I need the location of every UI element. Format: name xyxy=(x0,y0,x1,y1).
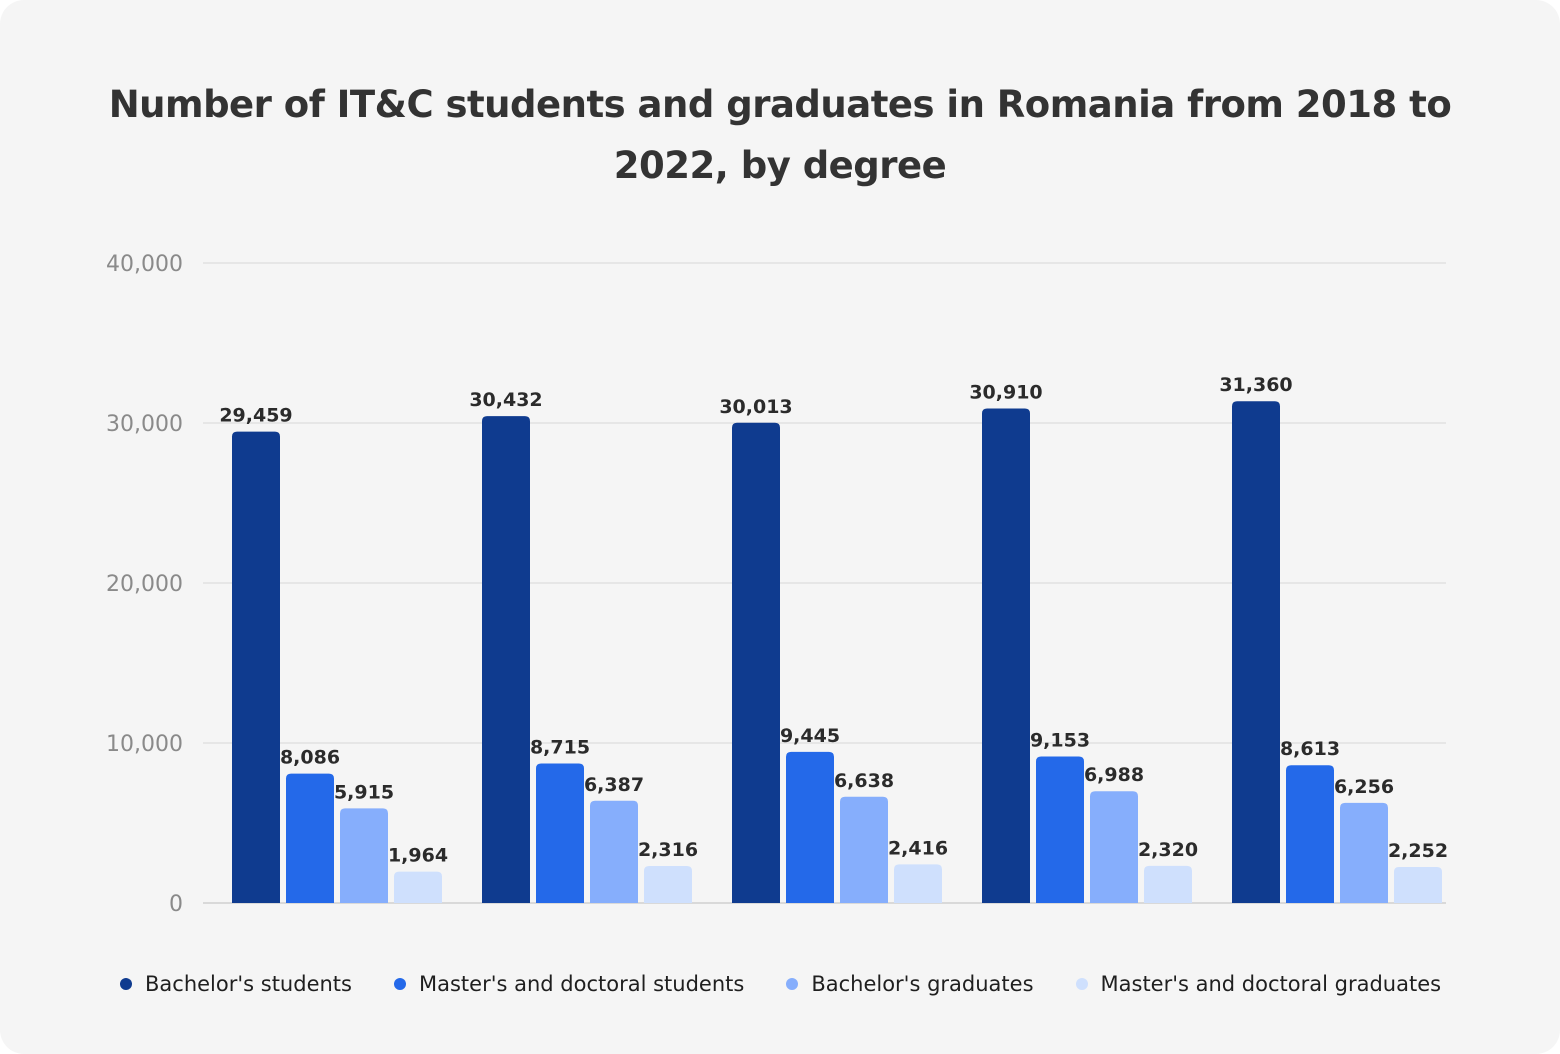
bar xyxy=(1036,756,1084,903)
legend-item: Master's and doctoral graduates xyxy=(1075,972,1442,996)
bar xyxy=(1394,866,1442,903)
data-label: 2,320 xyxy=(1138,839,1198,861)
bar xyxy=(644,865,692,903)
y-tick-label: 10,000 xyxy=(106,732,183,757)
y-tick-label: 40,000 xyxy=(106,252,183,277)
data-label: 5,915 xyxy=(334,781,394,803)
legend-item: Bachelor's students xyxy=(120,972,352,996)
data-label: 30,013 xyxy=(719,396,792,418)
data-label: 9,445 xyxy=(780,725,840,747)
bar xyxy=(732,422,780,903)
bar xyxy=(286,773,334,903)
bar xyxy=(982,408,1030,903)
data-label: 6,638 xyxy=(834,770,894,792)
legend: Bachelor's students Master's and doctoral… xyxy=(120,972,1483,996)
data-label: 30,910 xyxy=(969,381,1042,403)
data-label: 6,256 xyxy=(1334,776,1394,798)
legend-item: Bachelor's graduates xyxy=(786,972,1034,996)
data-label: 8,086 xyxy=(280,747,340,769)
data-label: 31,360 xyxy=(1219,374,1292,396)
bar xyxy=(232,431,280,903)
legend-label: Master's and doctoral students xyxy=(418,972,745,996)
bar xyxy=(1340,802,1388,903)
bar xyxy=(394,871,442,903)
y-tick-label: 0 xyxy=(169,892,183,917)
bar xyxy=(536,763,584,903)
bar xyxy=(840,796,888,903)
data-label: 9,153 xyxy=(1030,730,1090,752)
data-label: 6,988 xyxy=(1084,764,1144,786)
data-label: 2,316 xyxy=(638,839,698,861)
data-label: 6,387 xyxy=(584,774,644,796)
bar xyxy=(1286,765,1334,903)
data-label: 1,964 xyxy=(388,845,448,867)
data-label: 2,252 xyxy=(1388,840,1448,862)
legend-dot-icon xyxy=(393,978,406,990)
bar xyxy=(1232,401,1280,903)
data-label: 8,613 xyxy=(1280,738,1340,760)
legend-label: Master's and doctoral graduates xyxy=(1100,972,1442,996)
legend-label: Bachelor's students xyxy=(145,972,352,996)
bar xyxy=(1144,865,1192,903)
legend-dot-icon xyxy=(120,978,132,990)
chart-title: Number of IT&C students and graduates in… xyxy=(108,83,1452,187)
data-label: 29,459 xyxy=(219,405,292,427)
bar xyxy=(340,808,388,903)
bar xyxy=(590,800,638,903)
legend-dot-icon xyxy=(786,978,799,990)
bar xyxy=(1090,791,1138,903)
bar xyxy=(894,864,942,903)
y-tick-label: 20,000 xyxy=(106,572,183,597)
data-label: 2,416 xyxy=(888,837,948,859)
data-label: 30,432 xyxy=(469,389,542,411)
bar xyxy=(482,416,530,903)
y-tick-label: 30,000 xyxy=(106,412,183,437)
legend-item: Master's and doctoral students xyxy=(393,972,745,996)
bar xyxy=(786,751,834,903)
legend-label: Bachelor's graduates xyxy=(811,972,1034,996)
data-label: 8,715 xyxy=(530,737,590,759)
legend-dot-icon xyxy=(1075,978,1088,990)
